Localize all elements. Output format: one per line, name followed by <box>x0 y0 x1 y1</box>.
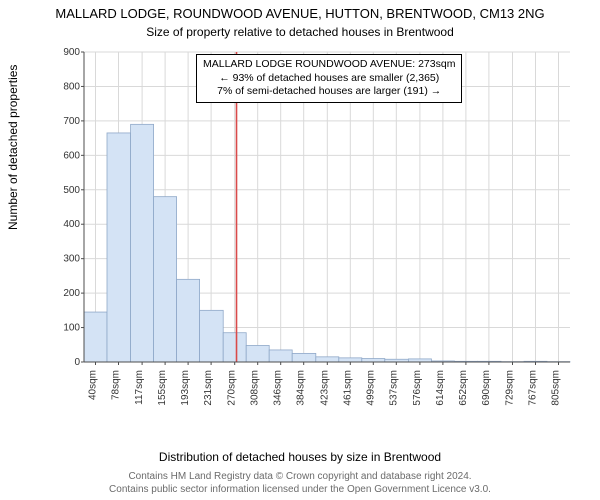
chart-footer: Contains HM Land Registry data © Crown c… <box>0 471 600 496</box>
svg-text:155sqm: 155sqm <box>157 370 168 406</box>
svg-text:600: 600 <box>63 150 80 161</box>
svg-text:400: 400 <box>63 219 80 230</box>
svg-text:100: 100 <box>63 323 80 334</box>
svg-text:652sqm: 652sqm <box>458 370 469 406</box>
svg-text:346sqm: 346sqm <box>273 370 284 406</box>
callout-line1: MALLARD LODGE ROUNDWOOD AVENUE: 273sqm <box>203 58 455 72</box>
svg-text:0: 0 <box>74 357 80 368</box>
svg-text:300: 300 <box>63 254 80 265</box>
footer-line1: Contains HM Land Registry data © Crown c… <box>0 471 600 484</box>
svg-text:193sqm: 193sqm <box>180 370 191 406</box>
svg-text:308sqm: 308sqm <box>250 370 261 406</box>
svg-text:500: 500 <box>63 185 80 196</box>
svg-text:729sqm: 729sqm <box>505 370 516 406</box>
svg-text:200: 200 <box>63 288 80 299</box>
svg-text:690sqm: 690sqm <box>481 370 492 406</box>
svg-text:461sqm: 461sqm <box>342 370 353 406</box>
callout-line3: 7% of semi-detached houses are larger (1… <box>203 85 455 99</box>
marker-callout: MALLARD LODGE ROUNDWOOD AVENUE: 273sqm ←… <box>196 54 462 103</box>
svg-text:576sqm: 576sqm <box>412 370 423 406</box>
svg-text:231sqm: 231sqm <box>203 370 214 406</box>
callout-line2: ← 93% of detached houses are smaller (2,… <box>203 72 455 86</box>
svg-text:40sqm: 40sqm <box>87 370 98 400</box>
svg-text:900: 900 <box>63 48 80 58</box>
svg-text:700: 700 <box>63 116 80 127</box>
svg-text:384sqm: 384sqm <box>296 370 307 406</box>
chart-plot-area: 0 100 200 300 400 500 600 700 800 900 40sqm 78sqm 11… <box>54 48 574 418</box>
y-axis-label: Number of detached properties <box>6 65 20 230</box>
svg-text:117sqm: 117sqm <box>134 370 145 405</box>
svg-text:800: 800 <box>63 81 80 92</box>
svg-text:767sqm: 767sqm <box>528 370 539 406</box>
chart-subtitle: Size of property relative to detached ho… <box>0 25 600 39</box>
svg-text:423sqm: 423sqm <box>319 370 330 406</box>
svg-text:499sqm: 499sqm <box>365 370 376 406</box>
histogram-svg: 0 100 200 300 400 500 600 700 800 900 40sqm 78sqm 11… <box>54 48 574 418</box>
svg-text:614sqm: 614sqm <box>435 370 446 406</box>
svg-text:537sqm: 537sqm <box>388 370 399 406</box>
svg-text:270sqm: 270sqm <box>227 370 238 406</box>
svg-text:805sqm: 805sqm <box>551 370 562 406</box>
chart-container: MALLARD LODGE, ROUNDWOOD AVENUE, HUTTON,… <box>0 0 600 500</box>
chart-title: MALLARD LODGE, ROUNDWOOD AVENUE, HUTTON,… <box>0 0 600 23</box>
x-axis-label: Distribution of detached houses by size … <box>0 450 600 464</box>
svg-text:78sqm: 78sqm <box>110 370 121 400</box>
footer-line2: Contains public sector information licen… <box>0 484 600 497</box>
